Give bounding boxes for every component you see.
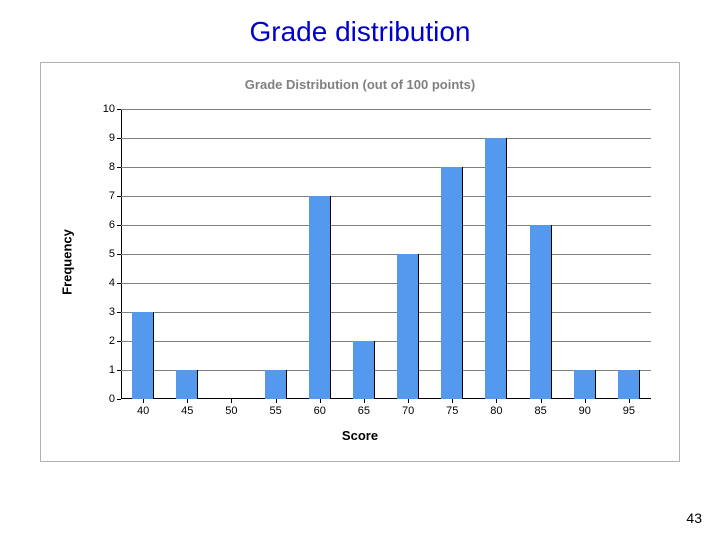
y-tick-mark (117, 138, 121, 139)
gridline (121, 196, 651, 197)
x-tick-mark (276, 399, 277, 403)
y-tick-mark (117, 109, 121, 110)
bar (397, 254, 419, 399)
y-tick-mark (117, 341, 121, 342)
gridline (121, 341, 651, 342)
x-tick-mark (320, 399, 321, 403)
x-tick-mark (143, 399, 144, 403)
x-axis-label: Score (342, 428, 378, 443)
x-tick-label: 70 (402, 405, 414, 417)
gridline (121, 225, 651, 226)
y-tick-mark (117, 196, 121, 197)
y-tick-label: 9 (109, 132, 115, 144)
gridline (121, 167, 651, 168)
bar (530, 225, 552, 399)
x-tick-label: 95 (623, 405, 635, 417)
x-tick-label: 40 (137, 405, 149, 417)
y-tick-mark (117, 312, 121, 313)
bar (176, 370, 198, 399)
x-tick-mark (408, 399, 409, 403)
y-axis-label: Frequency (60, 229, 75, 295)
x-tick-label: 75 (446, 405, 458, 417)
x-tick-mark (187, 399, 188, 403)
x-tick-mark (496, 399, 497, 403)
y-tick-label: 6 (109, 219, 115, 231)
x-tick-label: 45 (181, 405, 193, 417)
x-tick-mark (629, 399, 630, 403)
gridline (121, 254, 651, 255)
bar (309, 196, 331, 399)
gridline (121, 370, 651, 371)
bar (132, 312, 154, 399)
gridline (121, 138, 651, 139)
plot-area: 012345678910404550556065707580859095 (121, 109, 651, 399)
x-tick-label: 90 (579, 405, 591, 417)
x-tick-mark (452, 399, 453, 403)
y-tick-label: 3 (109, 306, 115, 318)
y-tick-mark (117, 225, 121, 226)
page-title: Grade distribution (0, 0, 720, 48)
y-tick-label: 4 (109, 277, 115, 289)
x-tick-label: 65 (358, 405, 370, 417)
x-tick-label: 50 (225, 405, 237, 417)
y-tick-label: 10 (103, 103, 115, 115)
bar (441, 167, 463, 399)
y-tick-label: 0 (109, 393, 115, 405)
page-number: 43 (686, 510, 702, 526)
bar (485, 138, 507, 399)
y-tick-label: 1 (109, 364, 115, 376)
y-tick-mark (117, 370, 121, 371)
x-tick-label: 55 (269, 405, 281, 417)
y-tick-label: 8 (109, 161, 115, 173)
chart-title: Grade Distribution (out of 100 points) (41, 63, 679, 92)
y-tick-mark (117, 399, 121, 400)
x-tick-label: 85 (534, 405, 546, 417)
x-tick-mark (364, 399, 365, 403)
gridline (121, 109, 651, 110)
y-tick-mark (117, 254, 121, 255)
x-tick-label: 80 (490, 405, 502, 417)
bar (618, 370, 640, 399)
gridline (121, 283, 651, 284)
chart-container: Grade Distribution (out of 100 points) F… (40, 62, 680, 462)
x-tick-mark (541, 399, 542, 403)
bar (574, 370, 596, 399)
x-tick-mark (231, 399, 232, 403)
bar (353, 341, 375, 399)
y-tick-mark (117, 283, 121, 284)
y-tick-label: 7 (109, 190, 115, 202)
gridline (121, 312, 651, 313)
y-tick-mark (117, 167, 121, 168)
y-tick-label: 5 (109, 248, 115, 260)
x-axis-line (121, 398, 651, 399)
bar (265, 370, 287, 399)
x-tick-label: 60 (314, 405, 326, 417)
y-tick-label: 2 (109, 335, 115, 347)
x-tick-mark (585, 399, 586, 403)
